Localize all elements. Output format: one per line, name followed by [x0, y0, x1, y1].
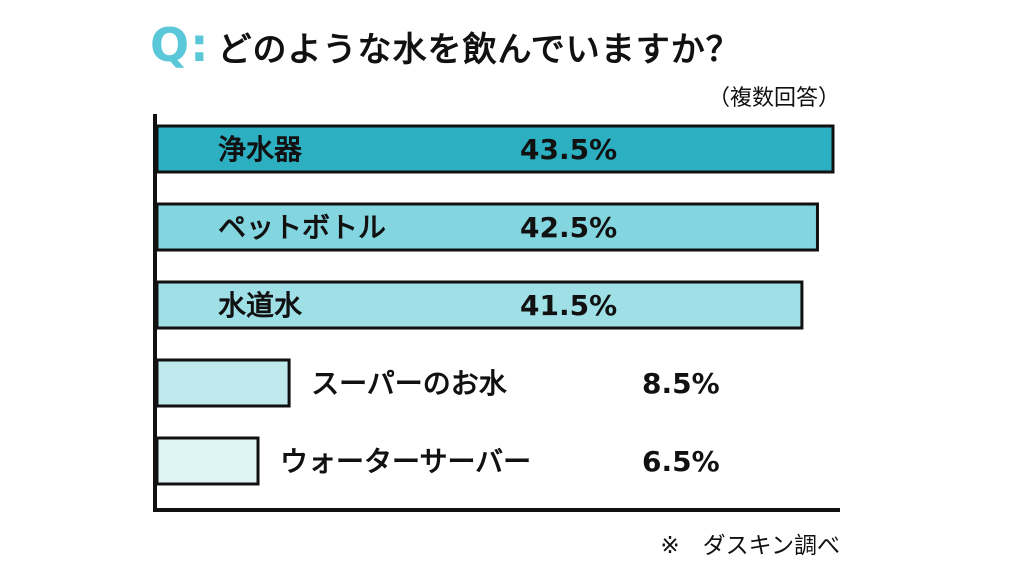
bar-1 [155, 124, 835, 174]
bar-3 [155, 280, 804, 330]
bar-label-5: ウォーターサーバー [280, 445, 531, 478]
bar-value-2: 42.5% [520, 211, 617, 244]
bar-5 [155, 436, 260, 486]
bar-label-4: スーパーのお水 [311, 367, 508, 400]
bar-label-3: 水道水 [218, 289, 303, 322]
q-mark: Q: [150, 18, 210, 72]
bar-value-5: 6.5% [642, 445, 720, 478]
bar-label-2: ペットボトル [218, 211, 386, 244]
bar-value-4: 8.5% [642, 367, 720, 400]
source-note: ※ ダスキン調べ [660, 533, 840, 559]
bar-value-3: 41.5% [520, 289, 617, 322]
bar-label-1: 浄水器 [218, 133, 303, 166]
bars-group: 浄水器 43.5% ペットボトル 42.5% 水道水 41.5% スーパーのお水 8.5% ウォ… [155, 124, 835, 486]
bar-2 [155, 202, 819, 252]
question-text: どのような水を飲んでいますか？ [217, 30, 741, 70]
bar-4 [155, 358, 291, 408]
chart-title: Q: どのような水を飲んでいますか？ [150, 18, 741, 72]
bar-value-1: 43.5% [520, 133, 617, 166]
chart-subtitle: （複数回答） [707, 86, 840, 111]
